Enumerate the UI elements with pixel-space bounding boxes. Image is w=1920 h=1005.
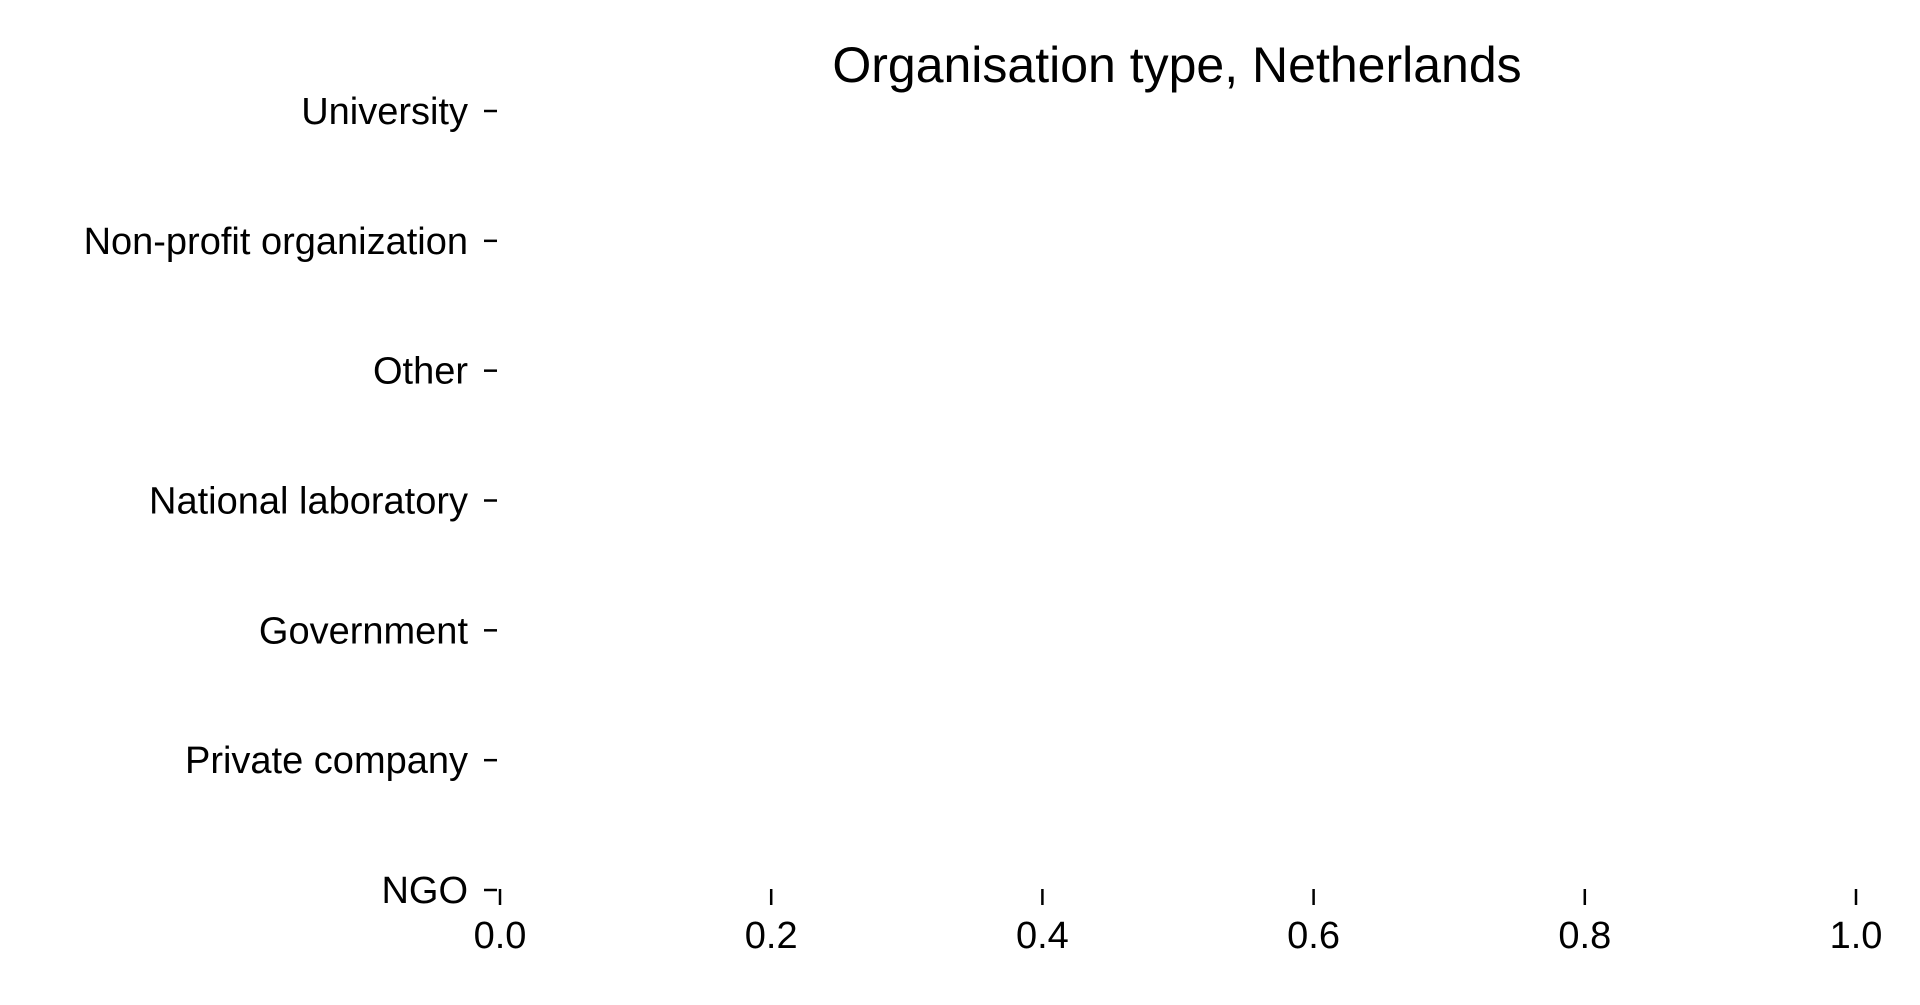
y-tick-label-other: Other — [373, 351, 468, 393]
x-tick-label-5: 1.0 — [1830, 915, 1883, 957]
x-tick-label-0: 0.0 — [474, 915, 527, 957]
y-tick-label-ngo: NGO — [381, 870, 468, 912]
y-tick-label-private-company: Private company — [185, 740, 468, 782]
x-axis: 0.0 0.2 0.4 0.6 0.8 1.0 — [474, 889, 1883, 957]
y-tick-label-university: University — [301, 91, 468, 133]
y-tick-label-national-laboratory: National laboratory — [149, 481, 468, 523]
x-tick-label-3: 0.6 — [1287, 915, 1340, 957]
chart-title: Organisation type, Netherlands — [832, 37, 1521, 93]
y-tick-label-government: Government — [259, 610, 469, 652]
y-tick-label-non-profit-organization: Non-profit organization — [84, 221, 468, 263]
y-axis: University Non-profit organization Other Na… — [84, 91, 497, 912]
x-tick-label-1: 0.2 — [745, 915, 798, 957]
x-tick-label-4: 0.8 — [1558, 915, 1611, 957]
x-tick-label-2: 0.4 — [1016, 915, 1069, 957]
